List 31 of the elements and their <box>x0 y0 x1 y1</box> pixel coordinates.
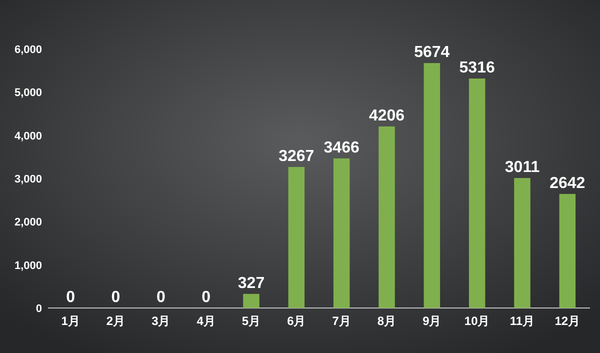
x-tick-label: 10月 <box>464 314 490 328</box>
y-tick-label: 5,000 <box>14 87 42 100</box>
x-tick-label: 9月 <box>422 314 442 328</box>
data-label: 5674 <box>414 44 450 62</box>
x-tick-label: 2月 <box>106 314 126 328</box>
x-tick-label: 1月 <box>61 314 80 328</box>
y-tick-label: 0 <box>36 303 42 315</box>
x-tick-label: 12月 <box>554 314 580 328</box>
x-tick-label: 6月 <box>287 314 306 328</box>
data-label: 2642 <box>550 174 586 192</box>
data-label: 0 <box>111 289 120 306</box>
y-tick-label: 6,000 <box>14 44 42 56</box>
x-tick-label: 7月 <box>332 314 351 328</box>
data-label: 327 <box>238 274 265 292</box>
y-tick-label: 1,000 <box>14 260 42 272</box>
y-tick-label: 4,000 <box>14 130 42 142</box>
data-label: 5316 <box>459 60 495 77</box>
data-label: 4206 <box>368 107 405 124</box>
data-label: 3466 <box>324 139 360 156</box>
data-label: 0 <box>66 289 76 306</box>
x-tick-label: 5月 <box>242 314 261 328</box>
x-tick-label: 8月 <box>377 314 396 328</box>
x-tick-label: 11月 <box>510 314 535 328</box>
x-tick-label: 3月 <box>152 314 170 328</box>
y-tick-label: 3,000 <box>14 174 42 186</box>
data-label: 0 <box>156 289 166 306</box>
x-tick-label: 4月 <box>196 314 216 328</box>
data-label: 0 <box>202 289 211 306</box>
y-tick-label: 2,000 <box>14 216 42 229</box>
data-label: 3267 <box>278 148 314 165</box>
data-label: 3011 <box>504 159 540 176</box>
